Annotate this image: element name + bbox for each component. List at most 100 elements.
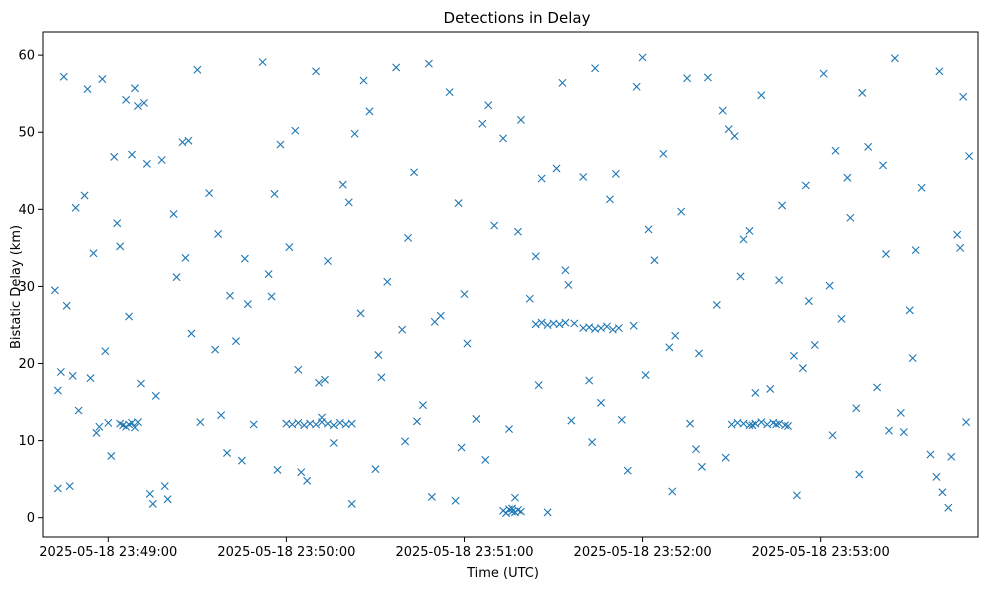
data-point: [718, 106, 727, 115]
data-point: [68, 371, 77, 380]
data-point: [56, 368, 65, 376]
data-point: [810, 341, 819, 350]
data-point: [953, 230, 962, 239]
data-point: [329, 438, 338, 447]
data-point: [686, 419, 695, 428]
data-point: [297, 468, 306, 477]
data-point: [890, 54, 899, 63]
data-point: [564, 280, 573, 289]
data-point: [843, 173, 852, 182]
data-point: [95, 422, 104, 431]
data-point: [644, 225, 653, 234]
data-point: [905, 306, 914, 315]
data-point: [98, 75, 107, 84]
data-point: [543, 320, 552, 329]
data-point: [172, 273, 181, 282]
y-tick-label: 20: [18, 357, 35, 372]
data-point: [303, 476, 312, 485]
data-point: [561, 318, 570, 327]
data-point: [205, 189, 214, 198]
data-point: [775, 276, 784, 285]
data-point: [537, 318, 546, 327]
data-point: [614, 324, 623, 333]
data-point: [730, 132, 739, 141]
data-point: [359, 76, 368, 85]
data-point: [864, 142, 873, 151]
data-point: [926, 450, 935, 459]
data-point: [570, 319, 579, 328]
data-point: [641, 371, 650, 380]
data-point: [513, 227, 522, 236]
data-point: [184, 136, 193, 145]
data-point: [959, 92, 968, 101]
data-point: [163, 495, 172, 504]
x-axis: 2025-05-18 23:49:00 2025-05-18 23:50:00 20…: [39, 537, 890, 560]
data-point: [463, 339, 472, 348]
data-point: [401, 437, 410, 446]
data-point: [597, 324, 606, 333]
data-point: [896, 408, 905, 417]
data-point: [329, 421, 338, 430]
data-point: [445, 88, 454, 97]
data-point: [122, 95, 131, 104]
data-point: [558, 78, 567, 87]
data-point: [365, 107, 374, 116]
data-point: [697, 462, 706, 471]
y-axis: 0 10 20 30 40 50 60: [18, 49, 43, 526]
x-axis-title: Time (UTC): [466, 566, 539, 581]
data-point: [692, 445, 701, 454]
data-point: [276, 140, 285, 149]
data-point: [502, 509, 511, 518]
data-point: [291, 126, 300, 135]
data-point: [344, 198, 353, 207]
data-point: [751, 388, 760, 397]
data-point: [285, 243, 294, 252]
data-point: [226, 291, 234, 300]
data-point: [712, 300, 721, 309]
data-point: [947, 452, 956, 461]
data-point: [264, 270, 273, 279]
data-point: [638, 53, 647, 62]
data-point: [151, 391, 160, 400]
data-point: [83, 85, 92, 94]
data-point: [962, 418, 971, 427]
data-point: [879, 161, 888, 170]
data-point: [555, 320, 564, 329]
data-point: [724, 125, 733, 134]
data-point: [516, 507, 525, 516]
data-point: [798, 364, 807, 373]
data-point: [383, 277, 392, 286]
data-point: [157, 155, 166, 164]
data-point: [113, 219, 122, 228]
markers-layer: [50, 53, 974, 518]
data-point: [478, 119, 487, 128]
data-point: [499, 134, 508, 143]
data-point: [956, 243, 965, 252]
data-point: [552, 164, 561, 173]
data-point: [721, 453, 730, 462]
data-point: [935, 67, 944, 76]
data-point: [65, 482, 74, 491]
x-tick-label: 2025-05-18 23:53:00: [752, 545, 890, 560]
data-point: [516, 115, 525, 124]
data-point: [424, 59, 433, 68]
data-point: [169, 209, 178, 218]
data-point: [454, 199, 463, 208]
data-point: [881, 250, 890, 259]
data-point: [53, 484, 62, 493]
data-point: [917, 183, 926, 192]
y-tick-label: 60: [18, 49, 35, 64]
data-point: [510, 493, 519, 502]
x-tick-label: 2025-05-18 23:49:00: [39, 545, 177, 560]
data-point: [703, 73, 712, 82]
data-point: [131, 423, 140, 432]
data-point: [243, 300, 252, 309]
data-point: [288, 420, 297, 429]
data-point: [739, 235, 748, 244]
data-point: [231, 337, 240, 346]
data-point: [608, 325, 617, 334]
data-point: [623, 466, 632, 475]
data-point: [59, 72, 68, 81]
data-point: [531, 252, 540, 261]
